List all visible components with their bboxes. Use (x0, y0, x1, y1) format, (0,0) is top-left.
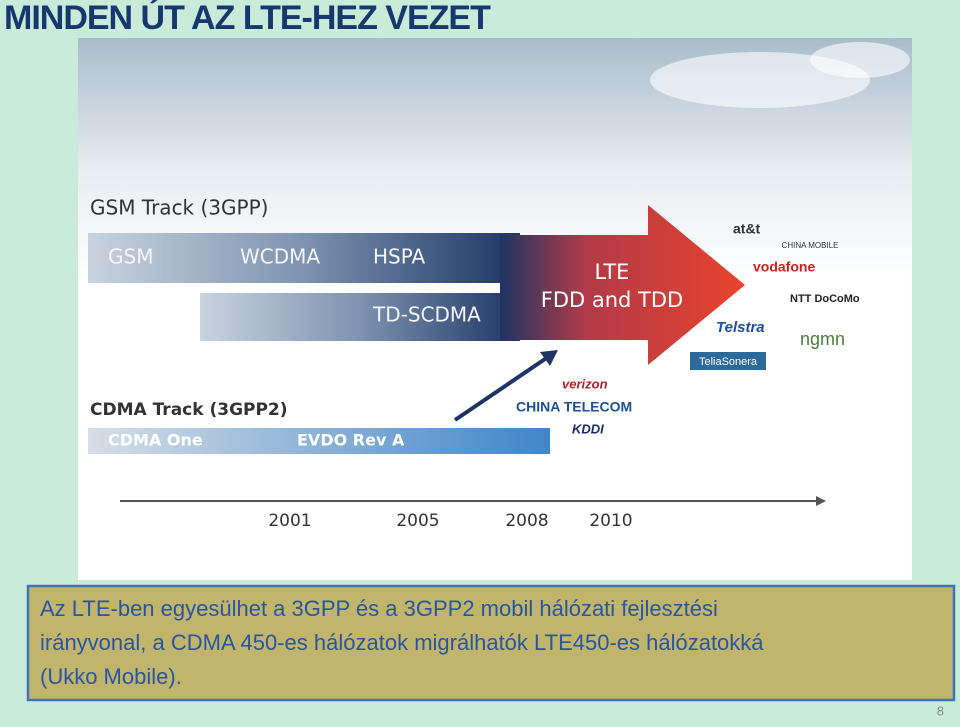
operator-logo: at&t (733, 221, 761, 237)
operator-logo: Telstra (716, 319, 765, 336)
operator-logo: ngmn (800, 329, 845, 349)
gsm-bar (88, 233, 520, 283)
cdma-label: EVDO Rev A (297, 431, 405, 450)
cloud (810, 42, 910, 78)
note-line: (Ukko Mobile). (40, 664, 182, 689)
td-bar (200, 293, 520, 341)
wcdma-label: WCDMA (240, 245, 320, 269)
migration-arrow (453, 355, 550, 422)
timeline-arrowhead (816, 496, 826, 506)
cdma-label: CDMA One (108, 431, 203, 450)
operator-logo: CHINA MOBILE (782, 241, 839, 250)
operator-logo: verizon (562, 376, 608, 391)
operator-logo: vodafone (753, 259, 815, 275)
note-line: irányvonal, a CDMA 450-es hálózatok migr… (40, 630, 764, 655)
year: 2005 (396, 511, 439, 531)
operator-logo: NTT DoCoMo (790, 293, 860, 305)
note-line: Az LTE-ben egyesülhet a 3GPP és a 3GPP2 … (40, 596, 718, 621)
td-label: TD-SCDMA (372, 303, 481, 327)
lte-label: FDD and TDD (541, 288, 683, 312)
operator-logo: KDDI (572, 421, 604, 436)
gsm-label: GSM (108, 245, 153, 269)
year: 2010 (589, 511, 632, 531)
year: 2001 (268, 511, 311, 531)
page-number: 8 (937, 703, 944, 718)
note-box (26, 584, 956, 702)
lte-label: LTE (595, 260, 630, 284)
logo-box (690, 352, 766, 370)
operator-logo: TeliaSonera (699, 356, 758, 368)
gsm-track: GSM Track (3GPP) (90, 196, 268, 220)
arrowhead (540, 350, 558, 366)
cdma-track: CDMA Track (3GPP2) (90, 400, 288, 420)
year: 2008 (505, 511, 548, 531)
lte-arrow (500, 205, 745, 365)
cdma-bar (88, 428, 550, 454)
hspa-label: HSPA (373, 245, 426, 269)
title: MINDEN ÚT AZ LTE-HEZ VEZET (4, 0, 491, 37)
operator-logo: CHINA TELECOM (516, 399, 632, 415)
